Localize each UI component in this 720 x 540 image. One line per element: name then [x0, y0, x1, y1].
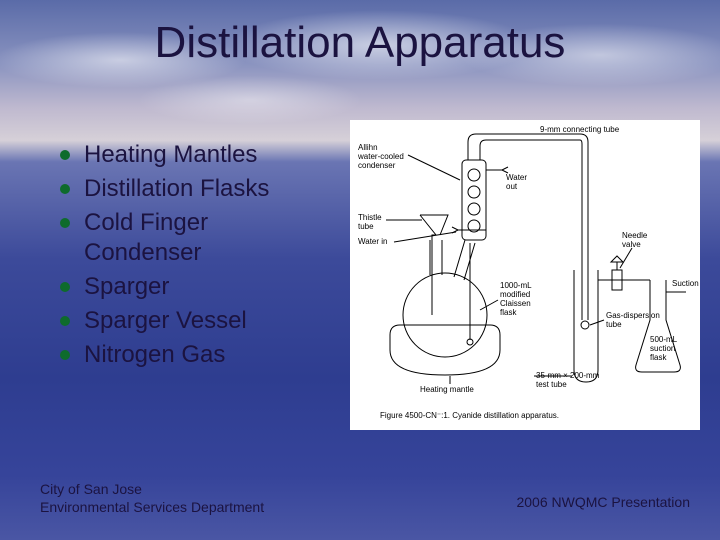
apparatus-svg: Allihnwater-cooledcondenser Thistletube …: [350, 120, 700, 430]
label-connecting-tube: 9-mm connecting tube: [540, 125, 620, 134]
apparatus-figure: Allihnwater-cooledcondenser Thistletube …: [350, 120, 700, 430]
label-water-in: Water in: [358, 237, 388, 246]
label-allihn-3: condenser: [358, 161, 396, 170]
label-mantle: Heating mantle: [420, 385, 474, 394]
label-allihn-1: Allihn: [358, 143, 378, 152]
footer-left: City of San Jose Environmental Services …: [40, 481, 264, 516]
svg-text:Gas-dispersiontube: Gas-dispersiontube: [606, 311, 660, 329]
svg-text:500-mLsuctionflask: 500-mLsuctionflask: [650, 335, 678, 362]
svg-text:Thistletube: Thistletube: [358, 213, 382, 231]
list-item: Sparger: [60, 272, 330, 302]
svg-text:Allihnwater-cooledcondenser: Allihnwater-cooledcondenser: [357, 143, 404, 170]
list-item: Sparger Vessel: [60, 306, 330, 336]
label-allihn-2: water-cooled: [357, 152, 404, 161]
bullet-list: Heating Mantles Distillation Flasks Cold…: [60, 140, 330, 374]
list-item: Nitrogen Gas: [60, 340, 330, 370]
svg-text:Needlevalve: Needlevalve: [622, 231, 648, 249]
list-item: Cold Finger Condenser: [60, 208, 330, 268]
list-item: Distillation Flasks: [60, 174, 330, 204]
footer-dept: Environmental Services Department: [40, 499, 264, 517]
slide: Distillation Apparatus Heating Mantles D…: [0, 0, 720, 540]
label-suction: Suction: [672, 279, 699, 288]
svg-text:1000-mLmodifiedClaissenflask: 1000-mLmodifiedClaissenflask: [500, 281, 532, 317]
list-item: Heating Mantles: [60, 140, 330, 170]
figure-caption: Figure 4500-CN⁻:1. Cyanide distillation …: [380, 411, 559, 420]
slide-title: Distillation Apparatus: [110, 18, 610, 68]
svg-text:35-mm × 200-mmtest tube: 35-mm × 200-mmtest tube: [536, 371, 600, 389]
footer-org: City of San Jose: [40, 481, 264, 499]
svg-text:Waterout: Waterout: [506, 173, 527, 191]
footer-right: 2006 NWQMC Presentation: [516, 494, 690, 510]
